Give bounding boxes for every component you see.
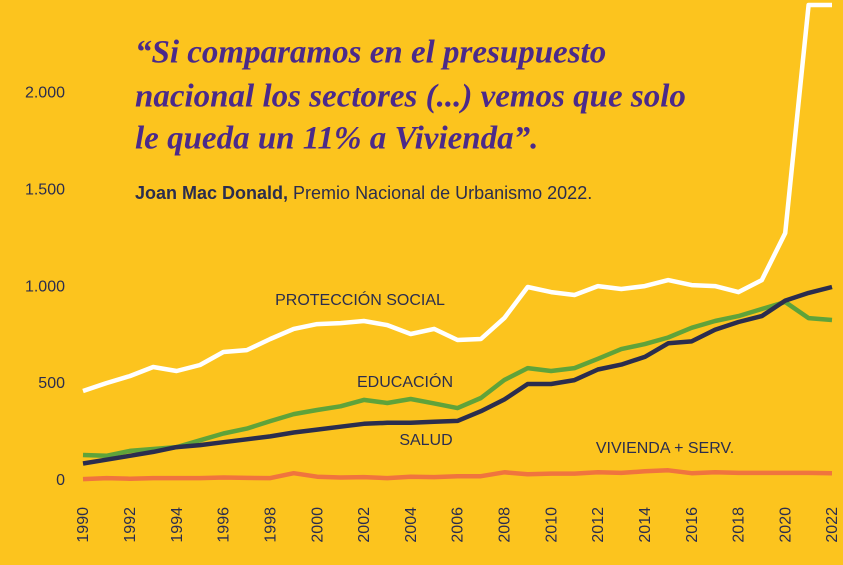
series-line (82, 2, 832, 394)
series-line (82, 468, 833, 482)
x-tick-label: 1990 (75, 507, 92, 543)
x-tick-label: 2016 (684, 507, 701, 543)
x-tick-label: 2014 (637, 507, 654, 543)
x-tick-label: 1994 (169, 507, 186, 543)
x-tick-label: 2012 (590, 507, 607, 543)
series-label: VIVIENDA + SERV. (596, 440, 734, 457)
x-tick-label: 2020 (777, 507, 794, 543)
series-line (82, 299, 833, 459)
y-tick-label: 2.000 (25, 84, 65, 101)
x-tick-label: 1992 (122, 507, 139, 543)
quote-line: “Si comparamos en el presupuesto (135, 35, 606, 71)
author-role: Premio Nacional de Urbanismo 2022. (293, 183, 592, 203)
series-label: SALUD (399, 432, 452, 449)
x-tick-label: 2006 (450, 507, 467, 543)
author-name: Joan Mac Donald, (135, 183, 288, 203)
author: Joan Mac Donald, Premio Nacional de Urba… (135, 183, 592, 203)
y-tick-label: 0 (56, 472, 65, 489)
y-tick-label: 500 (38, 375, 65, 392)
x-tick-label: 2002 (356, 507, 373, 543)
x-tick-label: 2018 (731, 507, 748, 543)
series-line (82, 284, 833, 466)
quote-line: nacional los sectores (...) vemos que so… (135, 79, 686, 115)
x-tick-label: 2008 (497, 507, 514, 543)
quote-line: le queda un 11% a Vivienda”. (135, 121, 538, 157)
series-label: EDUCACIÓN (357, 372, 453, 391)
x-tick-label: 2022 (824, 507, 841, 543)
x-tick-label: 2000 (309, 507, 326, 543)
x-tick-label: 2010 (543, 507, 560, 543)
x-tick-label: 2004 (403, 507, 420, 543)
series-label: PROTECCIÓN SOCIAL (275, 290, 445, 309)
x-tick-label: 1998 (262, 507, 279, 543)
x-tick-label: 1996 (216, 507, 233, 543)
y-tick-label: 1.000 (25, 278, 65, 295)
y-tick-label: 1.500 (25, 181, 65, 198)
